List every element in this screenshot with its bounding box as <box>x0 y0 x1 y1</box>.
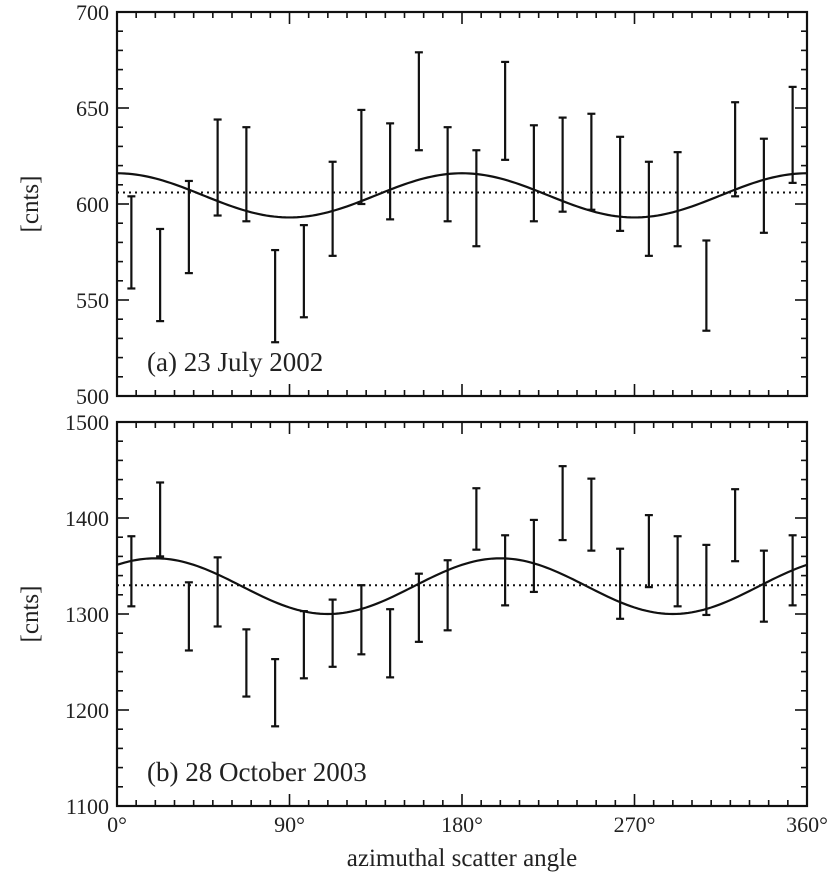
y-tick-label: 650 <box>76 96 109 121</box>
plot-frame <box>115 10 809 398</box>
error-bar <box>788 85 797 184</box>
error-bar <box>673 151 682 248</box>
error-bar <box>702 239 711 332</box>
error-bar <box>587 112 596 211</box>
error-bar <box>529 518 538 594</box>
error-bar <box>702 543 711 617</box>
error-bar <box>443 559 452 632</box>
panel-label: (a) 23 July 2002 <box>147 347 323 377</box>
error-bar <box>644 514 653 589</box>
panel-b: 1100 1200 1300 1400 1500 0° 90° 180° 270° 360° [cn… <box>17 410 828 872</box>
x-tick-label: 180° <box>441 812 483 837</box>
error-bar <box>673 535 682 608</box>
error-bar <box>759 137 768 234</box>
error-bar <box>414 572 423 643</box>
error-bar <box>472 149 481 248</box>
error-bar <box>184 179 193 275</box>
modulation-fit-curve <box>116 557 808 616</box>
x-tick-label: 0° <box>107 812 127 837</box>
error-bar <box>731 101 740 198</box>
error-bar <box>386 122 395 221</box>
y-tick-label: 1100 <box>66 794 109 819</box>
panel-a: 500 550 600 650 700 [cnts] (a) 23 July 2002 <box>17 0 809 409</box>
error-bar <box>644 160 653 257</box>
error-bar <box>386 608 395 679</box>
error-bar <box>443 126 452 223</box>
error-bar <box>529 124 538 223</box>
error-bar <box>587 477 596 552</box>
x-tick-label: 270° <box>614 812 656 837</box>
error-bar <box>357 584 366 656</box>
y-tick-label: 1400 <box>65 506 109 531</box>
y-tick-label: 500 <box>76 384 109 409</box>
error-bar <box>127 535 136 608</box>
error-bar <box>328 160 337 257</box>
y-tick-label: 600 <box>76 192 109 217</box>
y-axis-title: [cnts] <box>17 586 44 643</box>
y-tick-label: 700 <box>76 0 109 25</box>
modulation-fit-curve <box>116 172 808 219</box>
error-bar <box>616 135 625 232</box>
error-bar <box>731 488 740 563</box>
error-bar <box>184 581 193 652</box>
error-bar <box>213 118 222 217</box>
error-bar <box>414 51 423 152</box>
error-bar <box>242 126 251 223</box>
y-tick-label: 1500 <box>65 410 109 435</box>
error-bar <box>759 549 768 623</box>
error-bar <box>357 108 366 206</box>
x-tick-label: 360° <box>786 812 828 837</box>
error-bar <box>127 195 136 290</box>
error-bar <box>558 116 567 213</box>
error-bar <box>501 60 510 161</box>
error-bar <box>501 534 510 607</box>
error-bar <box>271 658 280 728</box>
error-bar <box>788 534 797 607</box>
error-bar <box>558 465 567 542</box>
error-bar <box>299 224 308 319</box>
error-bar <box>299 610 308 680</box>
panel-label: (b) 28 October 2003 <box>147 757 367 787</box>
error-bar <box>156 227 165 323</box>
y-tick-label: 1300 <box>65 602 109 627</box>
error-bar <box>242 628 251 698</box>
y-tick-label: 550 <box>76 288 109 313</box>
y-axis-title: [cnts] <box>17 176 44 233</box>
error-bar <box>472 487 481 551</box>
y-tick-label: 1200 <box>65 698 109 723</box>
error-bar <box>328 598 337 668</box>
x-axis-title: azimuthal scatter angle <box>347 845 577 872</box>
x-tick-label: 90° <box>274 812 305 837</box>
error-bar <box>156 481 165 558</box>
error-bar <box>271 248 280 344</box>
error-bar <box>616 547 625 620</box>
error-bar <box>213 556 222 628</box>
